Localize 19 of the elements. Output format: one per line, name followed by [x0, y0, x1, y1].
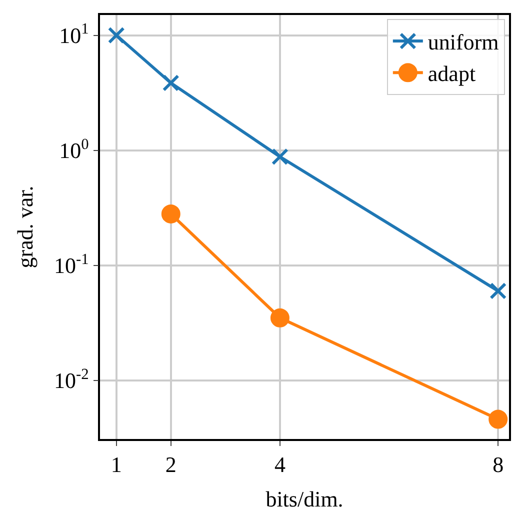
- x-tick-label: 1: [110, 452, 122, 478]
- y-axis-title: grad. var.: [12, 186, 38, 268]
- point: [271, 148, 288, 166]
- x-axis-title: bits/dim.: [266, 486, 344, 512]
- y-tick-label: 10$^{0}$: [59, 136, 90, 164]
- y-tick-label: 10$^{-1}$: [54, 250, 89, 278]
- y-tick-label: 10$^{-2}$: [54, 366, 89, 394]
- point: [162, 74, 180, 92]
- y-tick-label: 10$^{1}$: [59, 20, 89, 48]
- legend-label: adapt: [428, 61, 476, 86]
- point: [490, 282, 507, 300]
- point: [161, 204, 180, 224]
- legend-label: uniform: [428, 30, 499, 55]
- x-tick-label: 4: [274, 452, 286, 478]
- x-tick-label: 2: [165, 452, 176, 478]
- point: [270, 308, 290, 328]
- point: [108, 26, 125, 44]
- point: [488, 410, 508, 429]
- x-tick-label: 8: [492, 452, 504, 478]
